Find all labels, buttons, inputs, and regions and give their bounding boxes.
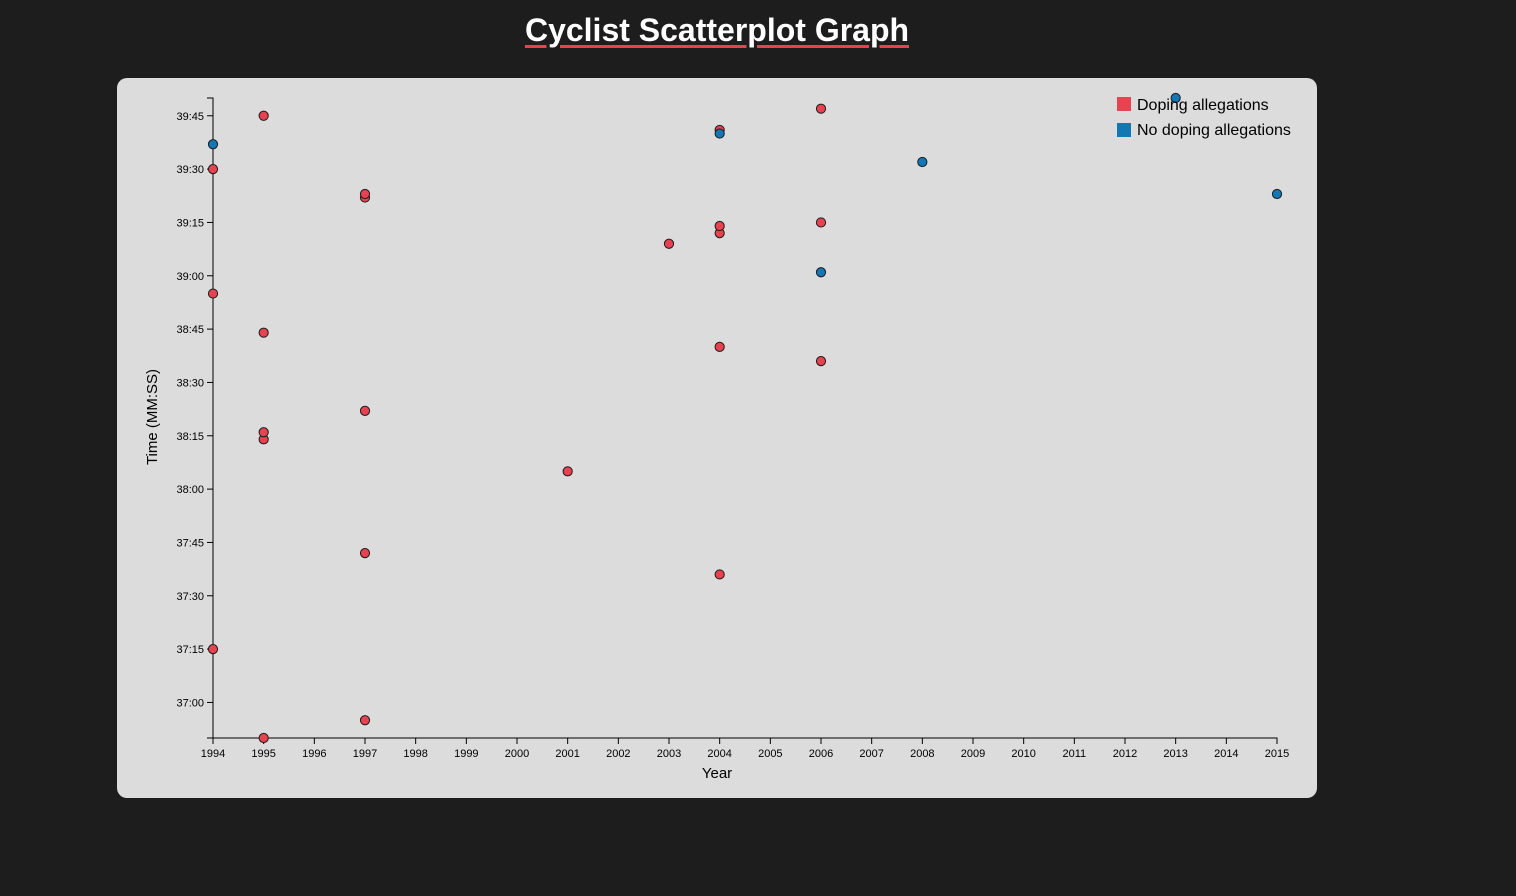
x-tick-label: 2010 (1011, 748, 1035, 760)
data-point-doping[interactable] (359, 188, 371, 200)
x-tick-label: 2015 (1265, 748, 1289, 760)
x-tick-label: 2005 (758, 748, 782, 760)
x-tick-label: 1999 (454, 748, 478, 760)
data-point-doping[interactable] (207, 164, 219, 175)
data-point-doping[interactable] (258, 327, 269, 338)
data-point-no-doping[interactable] (815, 267, 827, 278)
x-tick-label: 2008 (910, 748, 934, 760)
data-point-doping[interactable] (714, 569, 725, 580)
legend: Doping allegations No doping allegations (1117, 97, 1291, 139)
data-point-doping[interactable] (359, 715, 371, 726)
data-point-no-doping[interactable] (207, 139, 219, 150)
y-tick-label: 37:15 (176, 644, 204, 656)
data-point-doping[interactable] (714, 341, 725, 352)
data-point-doping[interactable] (663, 238, 675, 249)
data-point-doping[interactable] (359, 548, 371, 559)
y-tick-label: 38:00 (176, 484, 204, 496)
x-tick-label: 2014 (1214, 748, 1238, 760)
data-point-doping[interactable] (815, 217, 827, 228)
x-axis: 1994 1995 1996 1997 1998 1999 2000 2001 2002 2003… (201, 737, 1289, 760)
x-tick-label: 2001 (555, 748, 579, 760)
legend-label-no-doping: No doping allegations (1137, 122, 1291, 139)
y-axis-title: Time (MM:SS) (144, 369, 161, 465)
data-point-doping[interactable] (359, 405, 371, 416)
data-point-doping[interactable] (714, 220, 725, 232)
x-axis-line (212, 737, 1278, 744)
legend-swatch-no-doping (1117, 123, 1131, 137)
data-point-doping[interactable] (258, 110, 269, 121)
y-axis-line (207, 97, 214, 739)
x-tick-label: 2011 (1063, 748, 1087, 760)
y-tick-label: 38:30 (176, 377, 204, 389)
data-point-no-doping[interactable] (1170, 92, 1181, 104)
x-tick-label: 1996 (302, 748, 326, 760)
page-title: Cyclist Scatterplot Graph (524, 12, 910, 48)
data-point-no-doping[interactable] (714, 128, 725, 139)
y-tick-label: 37:45 (176, 537, 204, 549)
data-point-doping[interactable] (258, 427, 269, 438)
x-tick-label: 2012 (1113, 748, 1137, 760)
data-point-doping[interactable] (815, 103, 827, 114)
chart-card: 37:00 37:15 37:30 37:45 38:00 38:15 38:30 38:45… (117, 78, 1317, 798)
data-point-doping[interactable] (562, 466, 573, 477)
x-tick-label: 2000 (505, 748, 529, 760)
x-tick-label: 2002 (606, 748, 630, 760)
y-tick-label: 38:15 (176, 431, 204, 443)
y-tick-label: 39:45 (176, 111, 204, 123)
y-tick-label: 37:30 (176, 591, 204, 603)
x-tick-label: 2013 (1163, 748, 1187, 760)
scatterplot: 37:00 37:15 37:30 37:45 38:00 38:15 38:30 38:45… (144, 92, 1291, 782)
data-point-no-doping[interactable] (917, 156, 928, 168)
data-point-doping[interactable] (207, 644, 219, 655)
data-point-doping[interactable] (258, 732, 269, 744)
y-tick-label: 39:15 (176, 217, 204, 229)
data-point-doping[interactable] (207, 288, 219, 299)
x-tick-label: 2006 (809, 748, 833, 760)
data-point-no-doping[interactable] (1271, 188, 1283, 200)
legend-label-doping: Doping allegations (1137, 97, 1269, 114)
x-tick-label: 1994 (201, 748, 225, 760)
x-tick-label: 2007 (859, 748, 883, 760)
x-tick-label: 1998 (403, 748, 427, 760)
x-tick-label: 2009 (961, 748, 985, 760)
legend-item-doping: Doping allegations (1117, 97, 1269, 114)
x-tick-label: 1995 (251, 748, 275, 760)
x-tick-label: 1997 (353, 748, 377, 760)
y-tick-label: 39:00 (176, 271, 204, 283)
data-point-doping[interactable] (815, 356, 827, 367)
y-tick-label: 37:00 (176, 697, 204, 709)
x-axis-title: Year (702, 765, 732, 782)
legend-item-no-doping: No doping allegations (1117, 122, 1291, 139)
y-tick-label: 38:45 (176, 324, 204, 336)
y-axis: 37:00 37:15 37:30 37:45 38:00 38:15 38:30 38:45… (176, 97, 214, 739)
y-tick-label: 39:30 (176, 164, 204, 176)
x-tick-label: 2003 (657, 748, 681, 760)
x-tick-label: 2004 (707, 748, 731, 760)
data-points (207, 92, 1283, 744)
legend-swatch-doping (1117, 97, 1131, 111)
